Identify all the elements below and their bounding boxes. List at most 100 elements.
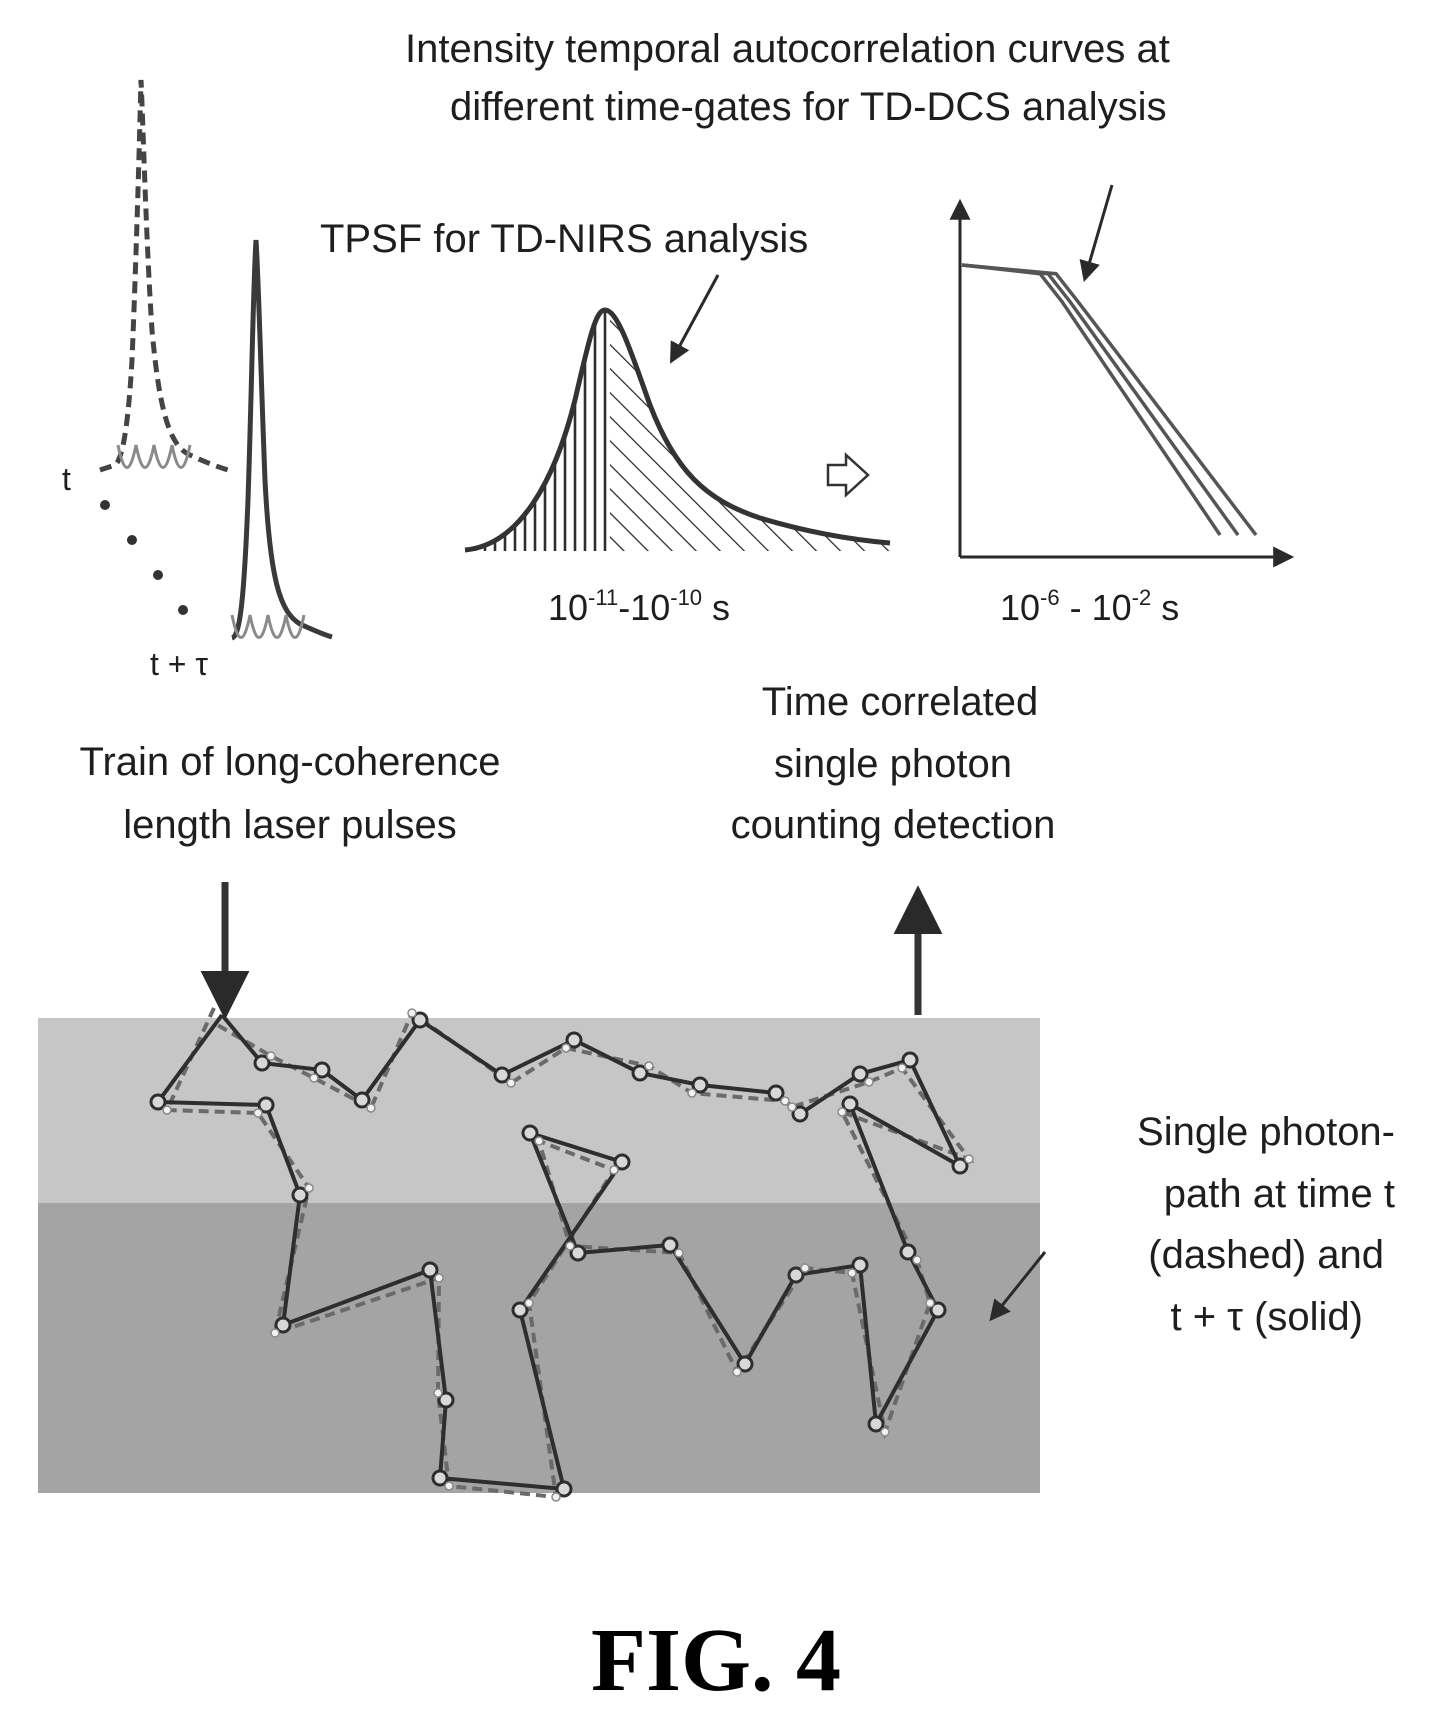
scatter-node [437, 1391, 455, 1409]
scatter-node-dashed [162, 1105, 172, 1115]
scatter-node-dashed [674, 1248, 684, 1258]
autocorr-title-line2: different time-gates for TD-DCS analysis [450, 85, 1167, 129]
scatter-node-dashed [551, 1492, 561, 1502]
photon-caption-line3: (dashed) and [1148, 1233, 1384, 1277]
scatter-node [353, 1091, 371, 1109]
scatter-node-dashed [565, 1241, 575, 1251]
scatter-node-dashed [609, 1165, 619, 1175]
scatter-node [253, 1054, 271, 1072]
autocorr-curve-2 [961, 263, 1240, 537]
autocorr-curves [961, 263, 1258, 537]
scatter-node [521, 1124, 539, 1142]
scatter-node [313, 1061, 331, 1079]
pulse-dot [178, 605, 188, 615]
scatter-node-dashed [253, 1108, 263, 1118]
tpsf-curve [464, 307, 891, 553]
pulse-dot [153, 570, 163, 580]
photon-path-caption: Single photon- path at time t (dashed) a… [1137, 1110, 1395, 1339]
tissue-lower-layer [38, 1203, 1040, 1493]
scatter-node-dashed [864, 1077, 874, 1087]
tpsf-pointer-arrow [670, 274, 720, 364]
scatter-node-dashed [912, 1255, 922, 1265]
photon-caption-line4: t + τ (solid) [1170, 1295, 1363, 1339]
pulse-dot [127, 535, 137, 545]
pulse-dashed-t [99, 79, 229, 473]
scatter-node [613, 1153, 631, 1171]
scatter-node [791, 1105, 809, 1123]
photon-caption-line1: Single photon- [1137, 1110, 1395, 1154]
scatter-node-dashed [787, 1102, 797, 1112]
scatter-node [867, 1415, 885, 1433]
scatter-node [951, 1157, 969, 1175]
scatter-node [411, 1011, 429, 1029]
tissue [38, 882, 1047, 1502]
scatter-node-dashed [309, 1073, 319, 1083]
tpsf-vertical-hatch [465, 310, 610, 551]
scatter-node-dashed [433, 1388, 443, 1398]
scatter-node [899, 1243, 917, 1261]
label-t-tau: t + τ [150, 646, 208, 682]
scatter-node-dashed [780, 1096, 790, 1106]
scatter-node [851, 1065, 869, 1083]
laser-caption-line2: length laser pulses [123, 803, 457, 847]
scatter-node [511, 1301, 529, 1319]
autocorr-range: 10-6 - 10-2 s [1000, 585, 1179, 628]
scatter-node [421, 1261, 439, 1279]
scatter-node-dashed [366, 1103, 376, 1113]
scatter-node-dashed [644, 1061, 654, 1071]
scatter-node [661, 1236, 679, 1254]
scatter-node [736, 1355, 754, 1373]
scatter-node [851, 1256, 869, 1274]
scatter-node [901, 1051, 919, 1069]
scatter-node-dashed [897, 1063, 907, 1073]
laser-pulses: t t + τ [62, 79, 333, 682]
scattering-events [149, 1008, 974, 1502]
wave-train-t [116, 444, 192, 469]
scatter-node [787, 1266, 805, 1284]
figure-label: FIG. 4 [591, 1611, 841, 1710]
scatter-node-dashed [444, 1481, 454, 1491]
scatter-node-dashed [304, 1183, 314, 1193]
autocorr-curve-1 [961, 263, 1222, 536]
scatter-node-dashed [964, 1154, 974, 1164]
scatter-node [493, 1066, 511, 1084]
tpsf-diagonal-hatch [610, 312, 890, 551]
scatter-node [431, 1469, 449, 1487]
laser-caption: Train of long-coherence length laser pul… [80, 740, 501, 847]
detection-line2: single photon [774, 742, 1012, 786]
tpsf-title: TPSF for TD-NIRS analysis [320, 217, 808, 261]
autocorr-title-line1: Intensity temporal autocorrelation curve… [405, 27, 1170, 71]
scatter-node [929, 1301, 947, 1319]
wave-train-t-tau [230, 614, 306, 639]
scatter-node [274, 1316, 292, 1334]
detection-line1: Time correlated [762, 680, 1038, 724]
detection-caption: Time correlated single photon counting d… [731, 680, 1056, 847]
detection-line3: counting detection [731, 803, 1056, 847]
scatter-node-dashed [270, 1328, 280, 1338]
scatter-node-dashed [847, 1268, 857, 1278]
scatter-node [149, 1093, 167, 1111]
scatter-node-dashed [506, 1078, 516, 1088]
scatter-node-dashed [407, 1008, 417, 1018]
laser-caption-line1: Train of long-coherence [80, 740, 501, 784]
photon-path-pointer-arrow [989, 1251, 1047, 1322]
scatter-node [841, 1095, 859, 1113]
hollow-right-arrow [826, 452, 870, 498]
photon-caption-line2: path at time t [1164, 1172, 1395, 1216]
label-t: t [62, 461, 71, 497]
autocorr-curve-3 [961, 263, 1258, 537]
scatter-node-dashed [800, 1263, 810, 1273]
scatter-node-dashed [524, 1298, 534, 1308]
pulse-dot [100, 500, 110, 510]
scatter-node [555, 1480, 573, 1498]
tpsf-plot: TPSF for TD-NIRS analysis 10-11-10-10 s [320, 217, 891, 628]
scatter-node-dashed [880, 1427, 890, 1437]
scatter-node-dashed [561, 1043, 571, 1053]
scatter-node [257, 1096, 275, 1114]
scatter-node-dashed [687, 1088, 697, 1098]
tpsf-range: 10-11-10-10 s [548, 585, 730, 628]
pulse-solid-t-tau [230, 239, 333, 641]
scatter-node [767, 1084, 785, 1102]
